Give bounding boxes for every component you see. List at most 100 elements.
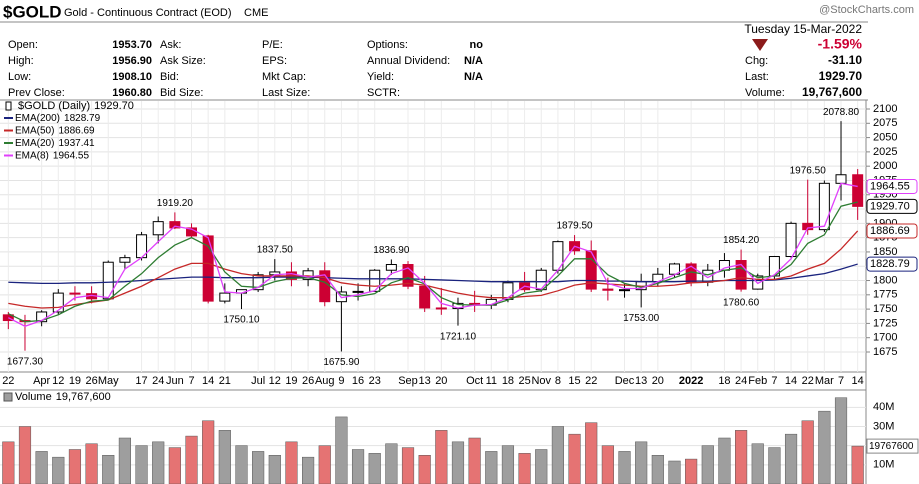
- quote-label: Bid Size:: [160, 87, 203, 99]
- candle-body: [402, 264, 414, 287]
- candle-body: [202, 235, 214, 302]
- candle-body: [735, 260, 747, 290]
- quote-label: EPS:: [262, 55, 287, 67]
- volume-bar: [318, 445, 331, 484]
- quote-label: Yield:: [367, 71, 394, 83]
- volume-bar: [784, 433, 798, 484]
- price-annotation: 1753.00: [623, 313, 660, 324]
- x-tick-label: 19: [285, 375, 297, 387]
- legend-name: EMA(50): [15, 125, 54, 136]
- date: Tuesday 15-Mar-2022: [744, 22, 862, 36]
- legend-value: 1937.41: [58, 138, 95, 149]
- y-tick-label: 1850: [873, 246, 897, 258]
- price-tag-label: 1964.55: [870, 180, 910, 192]
- volume-bar: [218, 430, 231, 484]
- x-tick-label: Apr: [33, 375, 50, 387]
- volume-bar: [668, 460, 681, 484]
- price-tag: [866, 178, 918, 194]
- volume-bar: [252, 451, 265, 484]
- y-tick-label: 10M: [873, 459, 894, 471]
- price-tag-label: 1828.79: [870, 258, 910, 270]
- price-tag: [866, 223, 918, 239]
- volume-bar: [818, 410, 831, 484]
- summary-label: Chg:: [745, 55, 768, 67]
- legend-value: 1886.69: [58, 125, 95, 136]
- legend-entry: $GOLD (Daily) 1929.70: [18, 100, 134, 112]
- price-annotation: 1854.20: [723, 235, 760, 246]
- y-tick-label: 2075: [873, 117, 897, 129]
- y-tick-label: 1775: [873, 289, 897, 301]
- price-tag: [866, 198, 918, 214]
- candle-body: [535, 269, 547, 291]
- volume-bar: [651, 455, 664, 484]
- candle-body: [419, 285, 431, 309]
- legend-entry: EMA(20) 1937.41: [15, 138, 95, 149]
- volume-bar: [535, 449, 548, 484]
- ema-line: [8, 230, 859, 309]
- volume-bar: [468, 437, 481, 484]
- x-tick-label: Feb: [748, 375, 767, 387]
- quote-value: 1956.90: [112, 55, 152, 67]
- volume-bar: [268, 455, 281, 484]
- x-tick-label: 14: [852, 375, 864, 387]
- volume-bar: [335, 416, 348, 484]
- quote-value: 1953.70: [112, 39, 152, 51]
- candle-body: [119, 257, 131, 263]
- volume-bar: [351, 449, 365, 484]
- candle-body: [352, 290, 364, 293]
- volume-bar: [751, 443, 764, 484]
- y-tick-label: 1800: [873, 274, 897, 286]
- candle-body: [169, 221, 181, 229]
- price-tag: [866, 256, 918, 272]
- candle-body: [818, 182, 830, 231]
- volume-bar: [235, 445, 248, 484]
- candle-body: [219, 292, 231, 302]
- quote-label: Last Size:: [262, 87, 310, 99]
- volume-bar: [168, 447, 181, 484]
- price-annotation: 2078.80: [823, 107, 860, 118]
- y-tick-label: 1675: [873, 346, 897, 358]
- price-annotation: 1836.90: [373, 245, 410, 256]
- x-tick-label: 26: [85, 375, 97, 387]
- volume-bar: [385, 443, 398, 484]
- x-tick-label: Sep: [398, 375, 418, 387]
- quote-label: Options:: [367, 39, 408, 51]
- quote-value: N/A: [464, 55, 483, 67]
- volume-bar: [152, 441, 165, 484]
- x-tick-label: 17: [135, 375, 147, 387]
- volume-bar: [118, 437, 131, 484]
- price-tag-label: 1886.69: [870, 225, 910, 237]
- volume-bar: [202, 420, 215, 484]
- candle-body: [435, 307, 447, 310]
- candle-body: [69, 292, 81, 295]
- volume-bar: [52, 456, 65, 484]
- legend-name: $GOLD (Daily): [18, 100, 90, 112]
- x-tick-label: 13: [419, 375, 431, 387]
- quote-label: P/E:: [262, 39, 283, 51]
- volume-bar: [551, 426, 564, 484]
- x-tick-label: 7: [838, 375, 844, 387]
- price-annotation: 1976.50: [790, 165, 827, 176]
- candle-body: [602, 288, 614, 291]
- x-tick-label: Mar: [815, 375, 834, 387]
- price-annotation: 1919.20: [157, 198, 194, 209]
- x-tick-label: 2022: [679, 375, 703, 387]
- x-tick-label: 12: [52, 375, 64, 387]
- volume-bar: [718, 437, 731, 484]
- volume-bar: [285, 441, 298, 484]
- legend-name: EMA(200): [15, 113, 60, 124]
- summary-value: 1929.70: [819, 69, 863, 83]
- candle-body: [852, 174, 864, 207]
- volume-bar: [35, 451, 48, 484]
- volume-tag: [866, 438, 919, 454]
- quote-label: Annual Dividend:: [367, 55, 450, 67]
- volume-bar: [585, 422, 598, 484]
- legend-name: EMA(20): [15, 138, 54, 149]
- x-tick-label: Oct: [466, 375, 483, 387]
- quote-label: Bid:: [160, 71, 179, 83]
- price-tag-label: 1929.70: [870, 200, 910, 212]
- candle-body: [102, 261, 114, 300]
- y-tick-label: 1750: [873, 303, 897, 315]
- legend-entry: Volume 19,767,600: [15, 391, 111, 403]
